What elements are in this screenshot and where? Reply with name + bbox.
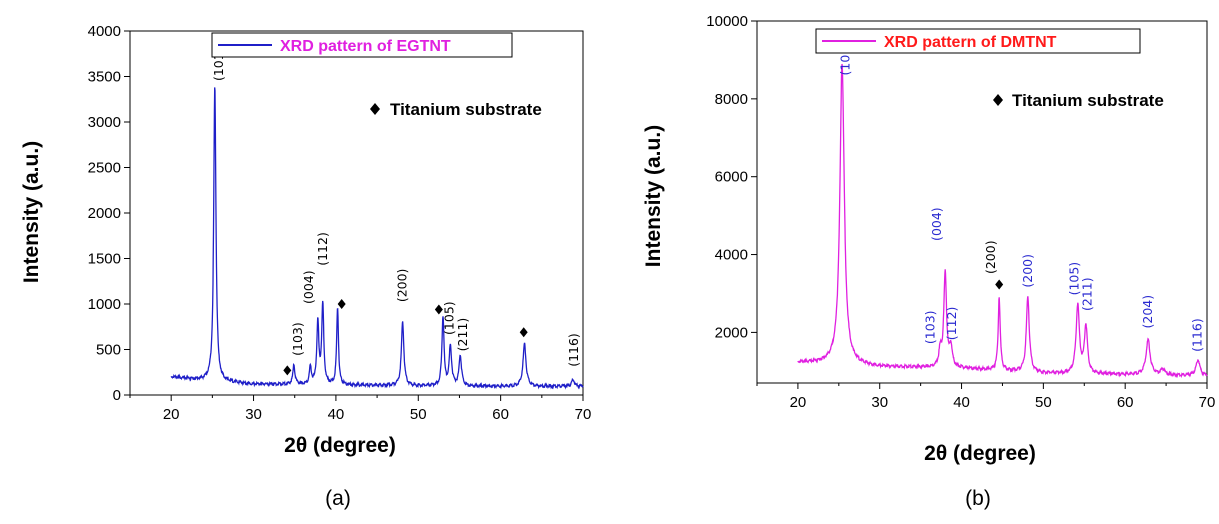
y-tick-label: 3000 [88, 114, 121, 131]
substrate-marker [283, 365, 292, 376]
panel-b-y-axis-title: Intensity (a.u.) [642, 125, 665, 267]
panel-b-legend-text: XRD pattern of DMTNT [884, 34, 1057, 51]
y-tick-label: 4000 [715, 247, 748, 264]
diamond-icon [370, 103, 380, 115]
panel-a-x-axis-title: 2θ (degree) [284, 434, 396, 457]
panel-b-x-ticks: 20 30 40 50 60 70 [756, 383, 1216, 411]
peak-label: (004) [301, 270, 316, 304]
substrate-marker [519, 327, 528, 338]
x-tick-label: 30 [245, 406, 262, 423]
panel-a-legend: XRD pattern of EGTNT [211, 32, 513, 58]
peak-label: (116) [566, 333, 581, 367]
peak-label: (200) [1020, 254, 1035, 288]
panel-b-x-axis-title: 2θ (degree) [924, 442, 1036, 465]
panel-b-annotation: Titanium substrate [993, 91, 1164, 110]
panel-a-x-ticks: 20 30 40 50 60 70 [129, 395, 592, 423]
y-tick-label: 1500 [88, 251, 121, 268]
panel-a-caption: (a) [325, 487, 351, 510]
panel-b-peak-labels: (101)(103)(004)(112)(200) (200) (105)(211)… [837, 42, 1204, 352]
peak-label: (211) [455, 318, 470, 352]
y-tick-label: 2500 [88, 160, 121, 177]
peak-label: (105) [442, 301, 457, 335]
panel-a-legend-text: XRD pattern of EGTNT [280, 38, 451, 55]
y-tick-label: 4000 [88, 23, 121, 40]
panel-b-caption: (b) [965, 487, 991, 510]
peak-label: (105) [1067, 262, 1082, 296]
panel-b-legend: XRD pattern of DMTNT [815, 28, 1141, 54]
y-tick-label: 10000 [706, 13, 748, 30]
y-tick-label: 2000 [715, 324, 748, 341]
y-tick-label: 2000 [88, 205, 121, 222]
diamond-icon [993, 94, 1003, 106]
y-tick-label: 8000 [715, 91, 748, 108]
x-tick-label: 20 [163, 406, 180, 423]
peak-label: (116) [1189, 318, 1204, 352]
peak-label: (200) [983, 240, 998, 274]
panel-b-series-line [797, 63, 1208, 379]
panel-b-note-text: Titanium substrate [1012, 91, 1164, 110]
panel-a-note-text: Titanium substrate [390, 100, 542, 119]
substrate-marker [995, 279, 1004, 290]
y-tick-label: 6000 [715, 169, 748, 186]
panel-a-y-ticks: 0 500 1000 1500 2000 2500 3000 3500 4000 [88, 23, 130, 404]
panel-a-plot-frame [129, 30, 584, 396]
peak-label: (211) [1080, 277, 1095, 311]
peak-label: (200) [395, 269, 410, 303]
peak-label: (204) [1140, 295, 1155, 329]
panel-a-y-axis-title: Intensity (a.u.) [20, 141, 43, 283]
panel-a: 20 30 40 50 60 70 0 500 1000 1500 2000 2500 3000 350… [20, 23, 591, 510]
substrate-marker [337, 299, 346, 309]
y-tick-label: 500 [96, 342, 121, 359]
peak-label: (103) [290, 322, 305, 356]
x-tick-label: 40 [328, 406, 345, 423]
x-tick-label: 60 [492, 406, 509, 423]
panel-a-series-line [170, 87, 584, 390]
panel-b-y-ticks: 2000 4000 6000 8000 10000 [706, 13, 757, 341]
x-tick-label: 20 [790, 394, 807, 411]
panel-b-markers [995, 279, 1004, 290]
y-tick-label: 0 [113, 387, 121, 404]
panel-b-plot-frame [756, 20, 1208, 384]
x-tick-label: 70 [575, 406, 592, 423]
panel-a-markers [283, 299, 528, 376]
x-tick-label: 70 [1199, 394, 1216, 411]
peak-label: (103) [923, 310, 938, 344]
x-tick-label: 30 [871, 394, 888, 411]
panel-a-peak-labels: (101)(103)(004)(112)(200)(105)(211) (116) [211, 47, 581, 366]
peak-label: (112) [315, 232, 330, 266]
x-tick-label: 50 [410, 406, 427, 423]
panel-a-annotation: Titanium substrate [370, 100, 542, 119]
peak-label: (112) [944, 307, 959, 341]
substrate-marker [434, 304, 443, 315]
x-tick-label: 60 [1117, 394, 1134, 411]
x-tick-label: 50 [1035, 394, 1052, 411]
y-tick-label: 1000 [88, 296, 121, 313]
y-tick-label: 3500 [88, 69, 121, 86]
peak-label: (004) [929, 207, 944, 241]
x-tick-label: 40 [953, 394, 970, 411]
